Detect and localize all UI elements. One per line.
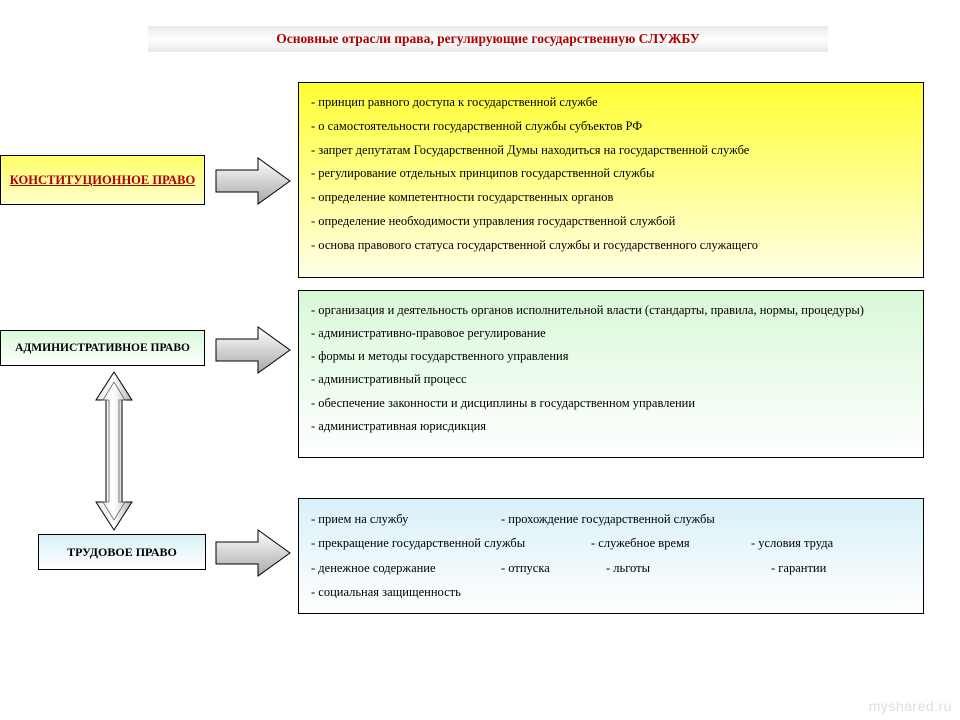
labor-item: - гарантии	[771, 556, 871, 580]
const-item: - регулирование отдельных принципов госу…	[311, 162, 911, 186]
page-title: Основные отрасли права, регулирующие гос…	[276, 31, 700, 47]
admin-item: - обеспечение законности и дисциплины в …	[311, 392, 911, 415]
labor-row: - прием на службу- прохождение государст…	[311, 507, 911, 531]
label-administrative: АДМИНИСТРАТИВНОЕ ПРАВО	[0, 330, 205, 366]
labor-item: - условия труда	[751, 531, 871, 555]
labor-item: - денежное содержание	[311, 556, 501, 580]
const-item: - о самостоятельности государственной сл…	[311, 115, 911, 139]
label-labor-text: ТРУДОВОЕ ПРАВО	[67, 545, 177, 560]
const-item: - принцип равного доступа к государствен…	[311, 91, 911, 115]
labor-item: - льготы	[606, 556, 771, 580]
arrow-constitutional	[214, 156, 292, 211]
content-administrative: - организация и деятельность органов исп…	[298, 290, 924, 458]
content-constitutional: - принцип равного доступа к государствен…	[298, 82, 924, 278]
admin-item: - административный процесс	[311, 368, 911, 391]
label-administrative-text: АДМИНИСТРАТИВНОЕ ПРАВО	[15, 342, 190, 354]
label-constitutional: КОНСТИТУЦИОННОЕ ПРАВО	[0, 155, 205, 205]
labor-item: - отпуска	[501, 556, 606, 580]
labor-row: - денежное содержание- отпуска- льготы- …	[311, 556, 911, 580]
content-labor: - прием на службу- прохождение государст…	[298, 498, 924, 614]
admin-item: - административно-правовое регулирование	[311, 322, 911, 345]
label-constitutional-text: КОНСТИТУЦИОННОЕ ПРАВО	[10, 173, 195, 188]
const-item: - определение необходимости управления г…	[311, 210, 911, 234]
admin-item: - формы и методы государственного управл…	[311, 345, 911, 368]
const-item: - основа правового статуса государственн…	[311, 234, 911, 258]
labor-item: - прекращение государственной службы	[311, 531, 591, 555]
arrow-administrative	[214, 325, 292, 380]
labor-item: - социальная защищенность	[311, 580, 611, 604]
const-item: - запрет депутатам Государственной Думы …	[311, 139, 911, 163]
title-bar: Основные отрасли права, регулирующие гос…	[148, 26, 828, 52]
admin-item: - организация и деятельность органов исп…	[311, 299, 911, 322]
labor-row: - прекращение государственной службы- сл…	[311, 531, 911, 555]
labor-item: - прохождение государственной службы	[501, 507, 801, 531]
labor-row: - социальная защищенность	[311, 580, 911, 604]
watermark: myshared.ru	[869, 698, 952, 714]
admin-item: - административная юрисдикция	[311, 415, 911, 438]
arrow-labor	[214, 528, 292, 583]
const-item: - определение компетентности государстве…	[311, 186, 911, 210]
labor-item: - прием на службу	[311, 507, 501, 531]
labor-item: - служебное время	[591, 531, 751, 555]
arrow-admin-labor-bidirectional	[90, 370, 138, 537]
label-labor: ТРУДОВОЕ ПРАВО	[38, 534, 206, 570]
